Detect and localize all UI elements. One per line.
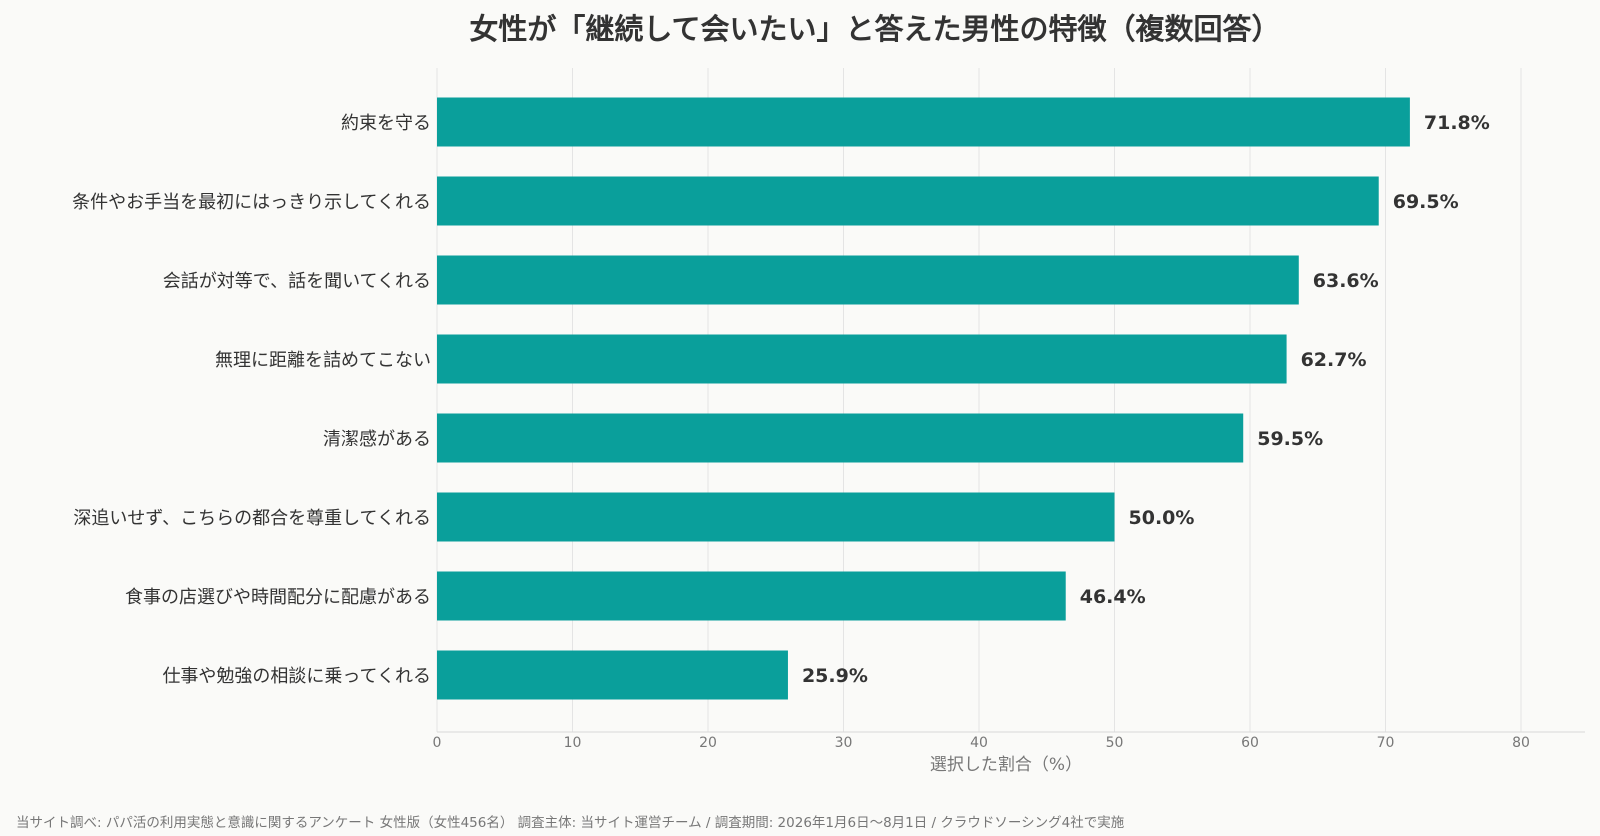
value-label-7: 46.4% (1080, 586, 1146, 608)
x-tick-label-30: 30 (835, 735, 853, 751)
category-label-3: 会話が対等で、話を聞いてくれる (163, 271, 431, 292)
value-label-5: 59.5% (1257, 428, 1323, 450)
bars (437, 97, 1410, 700)
category-label-1: 約束を守る (341, 113, 431, 134)
bar-2 (437, 176, 1379, 226)
value-label-3: 63.6% (1313, 270, 1379, 292)
x-tick-label-0: 0 (433, 735, 442, 751)
value-label-6: 50.0% (1129, 507, 1195, 529)
category-label-2: 条件やお手当を最初にはっきり示してくれる (72, 192, 431, 213)
x-tick-label-20: 20 (699, 735, 717, 751)
category-label-8: 仕事や勉強の相談に乗ってくれる (162, 666, 431, 687)
bar-4 (437, 334, 1287, 384)
x-tick-label-10: 10 (564, 735, 582, 751)
category-label-7: 食事の店選びや時間配分に配慮がある (125, 587, 431, 608)
category-label-6: 深追いせず、こちらの都合を尊重してくれる (73, 508, 431, 529)
bar-chart: 女性が「継続して会いたい」と答えた男性の特徴（複数回答） 約束を守る条件やお手当… (72, 12, 1585, 775)
gridlines (436, 68, 1522, 732)
x-tick-label-80: 80 (1512, 735, 1530, 751)
bar-6 (437, 492, 1115, 542)
x-axis-title: 選択した割合（%） (930, 755, 1082, 775)
x-axis: 0 10 20 30 40 50 60 70 80 (433, 731, 1585, 751)
value-label-4: 62.7% (1301, 349, 1367, 371)
x-tick-label-50: 50 (1106, 735, 1124, 751)
x-tick-label-70: 70 (1377, 735, 1395, 751)
value-label-1: 71.8% (1424, 112, 1490, 134)
category-label-4: 無理に距離を詰めてこない (215, 350, 431, 371)
bar-8 (437, 650, 788, 700)
bar-3 (437, 255, 1299, 305)
bar-5 (437, 413, 1244, 463)
value-label-8: 25.9% (802, 665, 868, 687)
source-footnote: 当サイト調べ: パパ活の利用実態と意識に関するアンケート 女性版（女性456名）… (16, 815, 1125, 831)
chart-title: 女性が「継続して会いたい」と答えた男性の特徴（複数回答） (469, 12, 1280, 46)
bar-7 (437, 571, 1066, 621)
value-labels: 71.8% 69.5% 63.6% 62.7% 59.5% 50.0% 46.4% 25.9% (802, 112, 1490, 687)
value-label-2: 69.5% (1393, 191, 1459, 213)
category-label-5: 清潔感がある (323, 429, 431, 450)
category-labels: 約束を守る条件やお手当を最初にはっきり示してくれる会話が対等で、話を聞いてくれる… (72, 113, 431, 687)
x-tick-label-60: 60 (1241, 735, 1259, 751)
x-tick-label-40: 40 (970, 735, 988, 751)
bar-1 (437, 97, 1410, 147)
